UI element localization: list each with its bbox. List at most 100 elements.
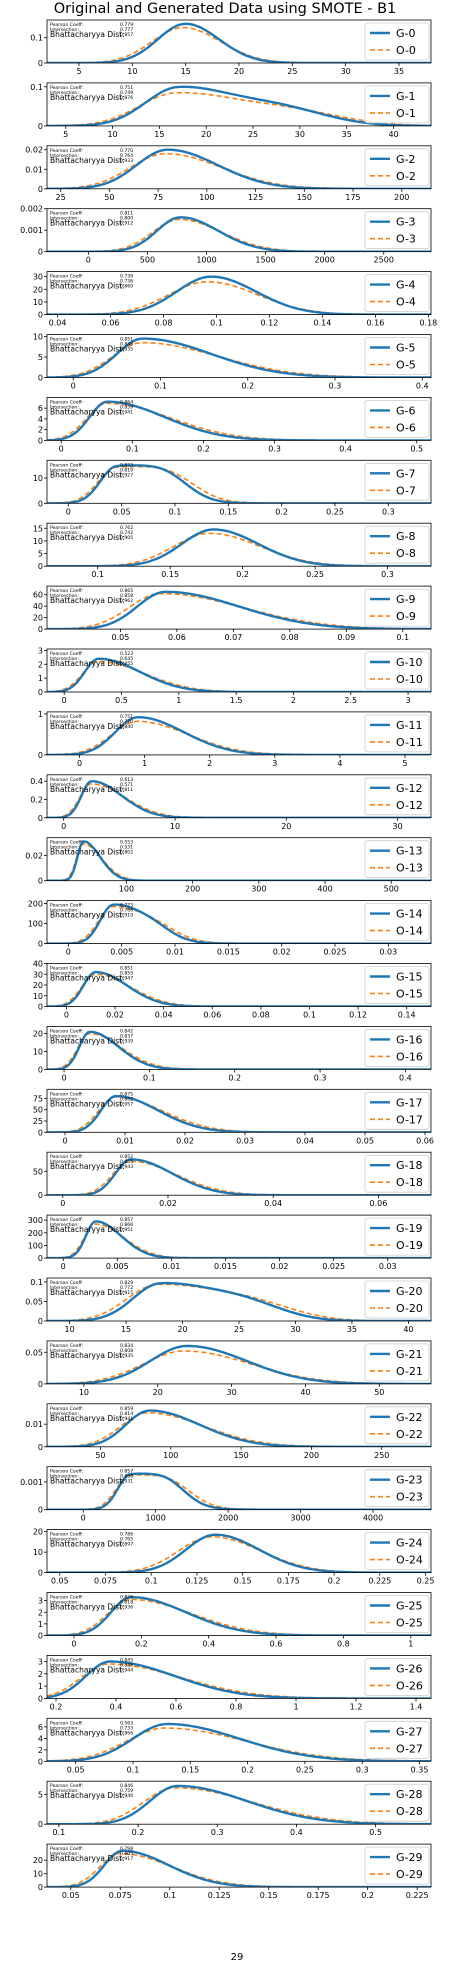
pearson-label: Pearson Coeff: — [50, 777, 84, 783]
y-tick-label: 3 — [38, 1658, 43, 1667]
y-tick-label: 50 — [33, 1167, 43, 1176]
subplot-7: 0 10 0 0.05 0.1 0.15 0.2 0.25 0.3 Pearson Coeff: 0… — [33, 459, 432, 516]
intersection-value: 0.855 — [120, 1159, 133, 1165]
pearson-value: 0.751 — [120, 85, 133, 91]
axes-frame — [46, 1529, 432, 1573]
x-tick-label: 150 — [233, 1451, 248, 1460]
x-tick-label: 0.15 — [161, 570, 179, 579]
y-tick-label: 2 — [38, 1746, 43, 1755]
pearson-label: Pearson Coeff: — [50, 1595, 84, 1601]
subplot-0: 0 0.1 5 10 15 20 25 30 35 Pearson Coeff: 0.779 Inte… — [30, 19, 432, 76]
axes-frame — [46, 1655, 432, 1699]
x-tick-label: 0.2 — [197, 444, 210, 453]
x-tick-label: 30 — [295, 130, 305, 139]
pearson-value: 0.834 — [120, 1343, 133, 1349]
bhattacharyya-value: 0.857 — [120, 32, 133, 38]
legend-label-original: O-11 — [396, 736, 423, 749]
x-tick-label: 0.03 — [379, 1262, 397, 1271]
intersection-value: 0.770 — [120, 719, 133, 725]
intersection-label: Intersection: — [50, 467, 79, 473]
y-tick-label: 0 — [38, 1757, 43, 1766]
series-line-generated — [47, 400, 431, 441]
legend-label-generated: G-19 — [396, 1222, 423, 1235]
curves — [47, 590, 431, 630]
legend: G-3O-3 — [364, 211, 430, 250]
x-tick-label: 0 — [71, 382, 76, 391]
y-tick-label: 5 — [38, 353, 43, 362]
subplot-28: 0 5 0.1 0.2 0.3 0.4 0.5 Pearson Coeff: 0.846 Inte… — [38, 1780, 432, 1837]
y-tick-label: 0.001 — [20, 1478, 43, 1487]
x-tick-label: 500 — [140, 256, 155, 265]
series-line-original — [47, 660, 431, 692]
x-tick-label: 0.05 — [112, 633, 130, 642]
x-tick-label: 0 — [61, 1262, 66, 1271]
pearson-label: Pearson Coeff: — [50, 525, 84, 531]
pearson-label: Pearson Coeff: — [50, 1657, 84, 1663]
x-tick-label: 0.06 — [168, 633, 186, 642]
x-tick-label: 0 — [60, 1199, 65, 1208]
curves — [47, 1030, 431, 1070]
legend: G-27 O-27 — [364, 1720, 430, 1759]
x-tick-label: 0.5 — [115, 696, 128, 705]
x-tick-label: 0.4 — [399, 1073, 412, 1082]
y-tick-label: 0 — [38, 1883, 43, 1892]
pearson-value: 0.845 — [120, 1657, 133, 1663]
intersection-value: 0.759 — [120, 1788, 133, 1794]
series-line-generated — [47, 840, 431, 881]
subplot-13: 0 0.02 100 200 300 400 500 Pearson Coeff: 0.553 I… — [25, 837, 432, 894]
subplot-20: 0 0.05 0.1 10 15 20 25 30 35 40 Pearson Coeff: 0.82… — [25, 1277, 432, 1334]
legend: G-9O-9 — [364, 588, 430, 627]
axes-frame — [46, 1214, 432, 1259]
x-tick-label: 0.18 — [419, 319, 437, 328]
x-tick-label: 0.06 — [369, 1199, 387, 1208]
intersection-value: 0.866 — [120, 1222, 133, 1228]
y-tick-label: 10 — [33, 333, 43, 342]
y-tick-label: 0 — [38, 1254, 43, 1263]
pearson-label: Pearson Coeff: — [50, 1720, 84, 1726]
subplot-1: 0 0.1 5 10 15 20 25 30 35 40 Pearson Coeff: 0.751 In… — [30, 82, 432, 139]
x-tick-label: 25 — [287, 67, 297, 76]
x-tick-label: 0 — [86, 256, 91, 265]
x-tick-label: 0.2 — [236, 570, 249, 579]
y-tick-label: 6 — [38, 1723, 43, 1732]
axes-frame — [46, 648, 432, 693]
legend: G-21 O-21 — [364, 1343, 430, 1382]
subplot-26: 0 1 2 3 0.2 0.4 0.6 0.8 1 1.2 1.4 Pearson Coeff: 0.8… — [38, 1655, 432, 1711]
legend-label-generated: G-0 — [396, 27, 416, 40]
bhattacharyya-value: 0.910 — [120, 913, 133, 919]
subplot-5: 0 5 10 0 0.1 0.2 0.3 0.4 Pearson Coeff: 0.851 Inte… — [33, 333, 432, 391]
x-tick-label: 5 — [402, 759, 407, 768]
pearson-label: Pearson Coeff: — [50, 588, 84, 594]
intersection-value: 0.800 — [120, 216, 133, 222]
legend-label-generated: G-10 — [396, 656, 423, 669]
intersection-label: Intersection: — [50, 1662, 79, 1668]
series-line-original — [47, 1474, 431, 1510]
legend-label-original: O-19 — [396, 1239, 423, 1252]
x-tick-label: 125 — [248, 193, 263, 202]
y-tick-label: 0 — [38, 562, 43, 571]
x-tick-label: 100 — [199, 193, 214, 202]
x-tick-label: 0.1 — [145, 1577, 158, 1586]
y-tick-label: 40 — [33, 960, 43, 969]
legend-label-original: O-20 — [396, 1302, 423, 1315]
legend-label-original: O-27 — [396, 1742, 423, 1755]
x-tick-label: 0.05 — [356, 1136, 374, 1145]
x-tick-label: 2000 — [314, 256, 334, 265]
x-tick-label: 0.25 — [326, 507, 344, 516]
subplot-18: 0 50 0 0.02 0.04 0.06 Pearson Coeff: 0.852 Inter… — [33, 1151, 432, 1208]
legend-label-original: O-9 — [396, 610, 416, 623]
x-tick-label: 0.4 — [110, 1702, 123, 1711]
legend-label-original: O-2 — [396, 170, 416, 183]
y-tick-label: 0.1 — [30, 34, 43, 43]
y-tick-label: 0.2 — [30, 796, 43, 805]
pearson-value: 0.563 — [120, 1720, 133, 1726]
y-tick-label: 4 — [38, 415, 43, 424]
x-tick-label: 0.3 — [382, 507, 395, 516]
x-tick-label: 0.04 — [155, 1011, 173, 1020]
bhattacharyya-label: Bhattacharyya Dist: — [50, 596, 125, 605]
x-tick-label: 1 — [176, 696, 181, 705]
legend: G-18 O-18 — [364, 1154, 430, 1193]
y-tick-label: 100 — [28, 920, 43, 929]
subplot-22: 0 0.01 50 100 150 200 250 Pearson Coeff: 0.859 In… — [25, 1403, 432, 1460]
x-tick-label: 1.4 — [410, 1702, 423, 1711]
